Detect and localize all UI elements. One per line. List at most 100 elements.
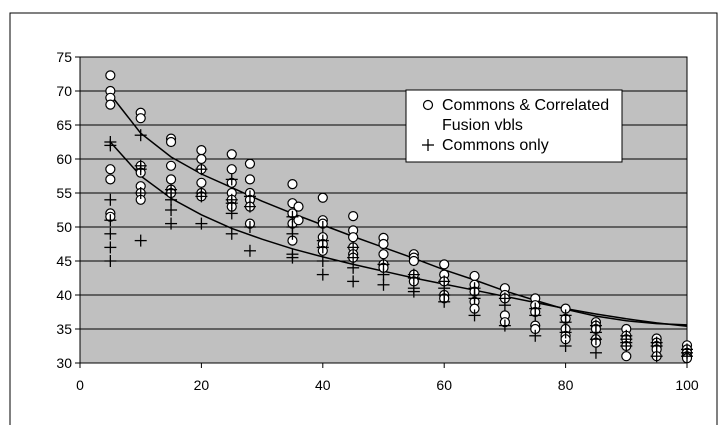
circle-marker <box>165 136 177 148</box>
trend-line <box>109 93 688 326</box>
legend-label: Commons & Correlated <box>442 97 609 114</box>
plus-marker <box>347 251 360 264</box>
plus-marker <box>347 241 360 254</box>
plus-marker <box>104 255 117 267</box>
plus-marker <box>589 333 602 346</box>
trend-line <box>109 141 688 328</box>
plus-marker <box>468 292 481 305</box>
axes: 30 35 40 45 50 55 60 65 70 75 0 20 40 60 80 100 <box>56 49 698 393</box>
plus-marker <box>498 319 511 332</box>
plus-marker <box>620 340 633 352</box>
gridlines <box>80 90 687 330</box>
plus-marker <box>243 244 256 257</box>
plus-marker <box>243 190 256 203</box>
plus-marker <box>316 241 329 254</box>
plus-marker <box>377 278 390 291</box>
plus-marker <box>243 200 256 213</box>
plus-marker <box>195 217 208 230</box>
plus-marker <box>559 326 572 339</box>
plus-marker <box>529 329 542 342</box>
plus-marker <box>134 234 147 247</box>
x-tick-label: 0 <box>76 377 84 393</box>
trend-lines <box>109 93 688 328</box>
plus-marker <box>559 316 572 329</box>
circle-marker <box>105 99 116 110</box>
x-tick-label: 80 <box>558 377 574 393</box>
circle-marker <box>293 201 304 212</box>
plus-marker <box>243 221 256 233</box>
plus-marker <box>377 268 390 281</box>
plus-marker <box>422 139 434 151</box>
plus-marker <box>134 129 147 142</box>
y-tick-label: 45 <box>56 253 72 269</box>
y-tick-label: 70 <box>56 83 72 99</box>
plus-marker <box>347 275 360 288</box>
plus-marker <box>104 241 117 254</box>
plus-marker <box>316 255 329 267</box>
plus-marker <box>650 350 663 363</box>
x-tick-label: 100 <box>675 377 699 393</box>
plus-marker <box>589 346 602 359</box>
circle-marker <box>105 70 116 81</box>
plus-marker <box>225 197 238 210</box>
plus-marker <box>225 227 238 240</box>
circle-marker <box>165 174 177 185</box>
plus-marker <box>529 309 542 322</box>
circle-marker <box>196 145 207 156</box>
circle-marker <box>165 160 177 171</box>
legend-label: Fusion vbls <box>442 117 523 134</box>
y-tick-label: 65 <box>56 117 72 133</box>
plus-marker <box>407 272 420 284</box>
y-tick-label: 40 <box>56 287 72 303</box>
y-tick-label: 50 <box>56 219 72 235</box>
circle-marker <box>378 249 389 260</box>
circle-marker <box>105 164 116 175</box>
circle-marker <box>226 149 237 160</box>
circle-marker <box>196 153 207 165</box>
plus-marker <box>316 268 329 281</box>
x-tick-label: 40 <box>315 377 331 393</box>
plus-marker <box>225 207 238 220</box>
plus-marker <box>225 173 238 186</box>
plus-marker <box>407 285 420 298</box>
y-tick-label: 35 <box>56 321 72 337</box>
circle-marker <box>226 164 237 175</box>
plus-marker <box>438 295 451 308</box>
plus-marker <box>165 217 178 230</box>
plus-marker <box>104 214 117 227</box>
circle-marker <box>348 211 359 222</box>
data-points <box>104 70 693 364</box>
plus-marker <box>347 261 360 274</box>
legend-label: Commons only <box>442 137 549 154</box>
legend: Commons & Correlated Fusion vbls Commons o… <box>405 89 623 163</box>
y-tick-label: 30 <box>56 355 72 371</box>
plus-marker <box>165 193 178 206</box>
plus-marker <box>286 251 299 264</box>
plus-marker <box>286 210 299 223</box>
plus-marker <box>377 258 390 271</box>
circle-marker <box>135 113 146 124</box>
plus-marker <box>165 204 178 216</box>
x-tick-label: 20 <box>194 377 210 393</box>
plus-marker <box>104 139 117 152</box>
y-tick-label: 75 <box>56 49 72 65</box>
circle-marker <box>378 238 389 250</box>
plus-marker <box>681 350 693 363</box>
circle-marker <box>469 270 480 282</box>
circle-marker <box>196 177 207 188</box>
plus-marker <box>134 187 147 199</box>
circle-marker <box>317 192 328 203</box>
circle-marker <box>105 174 116 185</box>
plus-marker <box>195 163 208 176</box>
plus-marker <box>650 340 663 352</box>
circle-marker <box>293 215 304 226</box>
circle-marker <box>422 99 434 111</box>
y-tick-label: 55 <box>56 185 72 201</box>
circle-marker <box>348 232 359 243</box>
circle-marker <box>287 179 298 190</box>
circle-marker <box>244 174 256 185</box>
circle-marker <box>408 255 419 267</box>
plus-marker <box>559 340 572 352</box>
